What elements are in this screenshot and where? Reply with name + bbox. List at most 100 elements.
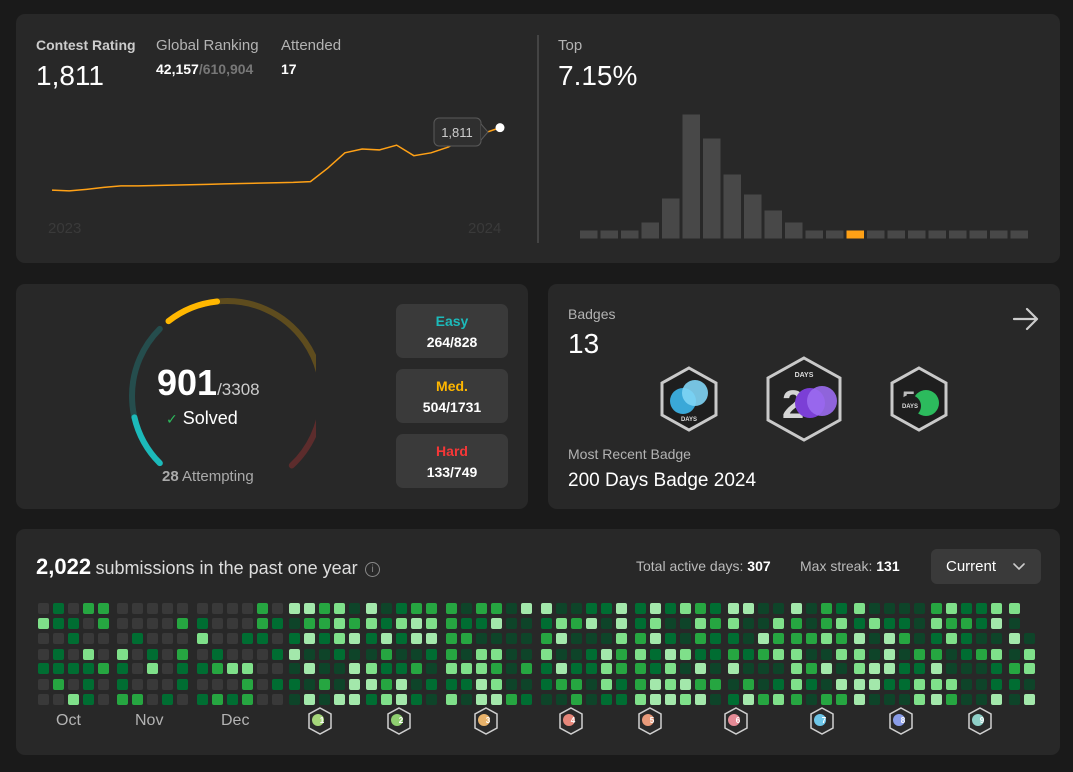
heatmap-day-cell[interactable] bbox=[1024, 679, 1035, 690]
heatmap-day-cell[interactable] bbox=[411, 649, 422, 660]
heatmap-day-cell[interactable] bbox=[132, 679, 143, 690]
heatmap-day-cell[interactable] bbox=[98, 679, 109, 690]
heatmap-day-cell[interactable] bbox=[791, 649, 802, 660]
heatmap-day-cell[interactable] bbox=[53, 618, 64, 629]
heatmap-day-cell[interactable] bbox=[743, 679, 754, 690]
heatmap-day-cell[interactable] bbox=[931, 663, 942, 674]
distribution-bar[interactable] bbox=[641, 222, 660, 239]
heatmap-day-cell[interactable] bbox=[650, 649, 661, 660]
heatmap-day-cell[interactable] bbox=[961, 633, 972, 644]
heatmap-day-cell[interactable] bbox=[650, 663, 661, 674]
heatmap-day-cell[interactable] bbox=[521, 618, 532, 629]
heatmap-day-cell[interactable] bbox=[426, 633, 437, 644]
heatmap-day-cell[interactable] bbox=[586, 618, 597, 629]
heatmap-day-cell[interactable] bbox=[304, 633, 315, 644]
heatmap-day-cell[interactable] bbox=[665, 663, 676, 674]
heatmap-day-cell[interactable] bbox=[836, 694, 847, 705]
heatmap-day-cell[interactable] bbox=[257, 649, 268, 660]
heatmap-day-cell[interactable] bbox=[319, 663, 330, 674]
heatmap-day-cell[interactable] bbox=[396, 663, 407, 674]
heatmap-day-cell[interactable] bbox=[227, 603, 238, 614]
heatmap-day-cell[interactable] bbox=[272, 618, 283, 629]
heatmap-day-cell[interactable] bbox=[162, 633, 173, 644]
heatmap-day-cell[interactable] bbox=[976, 649, 987, 660]
heatmap-day-cell[interactable] bbox=[83, 633, 94, 644]
heatmap-day-cell[interactable] bbox=[349, 649, 360, 660]
distribution-bar[interactable] bbox=[703, 138, 721, 239]
heatmap-day-cell[interactable] bbox=[571, 649, 582, 660]
heatmap-day-cell[interactable] bbox=[586, 603, 597, 614]
heatmap-day-cell[interactable] bbox=[319, 649, 330, 660]
heatmap-day-cell[interactable] bbox=[791, 633, 802, 644]
heatmap-day-cell[interactable] bbox=[821, 603, 832, 614]
heatmap-day-cell[interactable] bbox=[197, 649, 208, 660]
heatmap-day-cell[interactable] bbox=[884, 633, 895, 644]
heatmap-day-cell[interactable] bbox=[381, 649, 392, 660]
heatmap-day-cell[interactable] bbox=[1009, 679, 1020, 690]
heatmap-day-cell[interactable] bbox=[571, 679, 582, 690]
heatmap-day-cell[interactable] bbox=[212, 694, 223, 705]
heatmap-day-cell[interactable] bbox=[869, 633, 880, 644]
medium-stat[interactable]: Med. 504/1731 bbox=[396, 369, 508, 423]
heatmap-day-cell[interactable] bbox=[791, 618, 802, 629]
heatmap-day-cell[interactable] bbox=[899, 649, 910, 660]
monthly-badge-icon[interactable]: 5 bbox=[637, 707, 663, 735]
heatmap-day-cell[interactable] bbox=[476, 618, 487, 629]
heatmap-day-cell[interactable] bbox=[366, 679, 377, 690]
heatmap-day-cell[interactable] bbox=[821, 633, 832, 644]
heatmap-day-cell[interactable] bbox=[491, 633, 502, 644]
heatmap-day-cell[interactable] bbox=[411, 694, 422, 705]
heatmap-day-cell[interactable] bbox=[650, 679, 661, 690]
distribution-bar[interactable] bbox=[764, 210, 783, 239]
heatmap-day-cell[interactable] bbox=[476, 694, 487, 705]
heatmap-day-cell[interactable] bbox=[212, 618, 223, 629]
heatmap-day-cell[interactable] bbox=[1009, 603, 1020, 614]
heatmap-day-cell[interactable] bbox=[319, 633, 330, 644]
heatmap-day-cell[interactable] bbox=[821, 663, 832, 674]
heatmap-day-cell[interactable] bbox=[349, 679, 360, 690]
distribution-bar[interactable] bbox=[580, 230, 598, 239]
heatmap-day-cell[interactable] bbox=[396, 679, 407, 690]
heatmap-day-cell[interactable] bbox=[227, 679, 238, 690]
heatmap-day-cell[interactable] bbox=[836, 649, 847, 660]
heatmap-day-cell[interactable] bbox=[635, 649, 646, 660]
heatmap-day-cell[interactable] bbox=[961, 649, 972, 660]
heatmap-day-cell[interactable] bbox=[68, 633, 79, 644]
heatmap-day-cell[interactable] bbox=[758, 694, 769, 705]
heatmap-day-cell[interactable] bbox=[991, 694, 1002, 705]
heatmap-day-cell[interactable] bbox=[38, 649, 49, 660]
heatmap-day-cell[interactable] bbox=[854, 663, 865, 674]
heatmap-day-cell[interactable] bbox=[349, 603, 360, 614]
heatmap-day-cell[interactable] bbox=[98, 603, 109, 614]
heatmap-day-cell[interactable] bbox=[426, 663, 437, 674]
heatmap-day-cell[interactable] bbox=[242, 679, 253, 690]
heatmap-day-cell[interactable] bbox=[710, 618, 721, 629]
heatmap-day-cell[interactable] bbox=[946, 679, 957, 690]
heatmap-day-cell[interactable] bbox=[381, 663, 392, 674]
heatmap-day-cell[interactable] bbox=[411, 633, 422, 644]
heatmap-day-cell[interactable] bbox=[616, 618, 627, 629]
heatmap-day-cell[interactable] bbox=[197, 694, 208, 705]
heatmap-day-cell[interactable] bbox=[476, 603, 487, 614]
heatmap-day-cell[interactable] bbox=[616, 679, 627, 690]
heatmap-day-cell[interactable] bbox=[556, 663, 567, 674]
heatmap-day-cell[interactable] bbox=[38, 618, 49, 629]
heatmap-day-cell[interactable] bbox=[177, 618, 188, 629]
heatmap-day-cell[interactable] bbox=[304, 694, 315, 705]
heatmap-day-cell[interactable] bbox=[147, 694, 158, 705]
heatmap-day-cell[interactable] bbox=[147, 618, 158, 629]
heatmap-day-cell[interactable] bbox=[212, 679, 223, 690]
heatmap-day-cell[interactable] bbox=[1009, 694, 1020, 705]
heatmap-day-cell[interactable] bbox=[381, 694, 392, 705]
heatmap-day-cell[interactable] bbox=[289, 694, 300, 705]
heatmap-day-cell[interactable] bbox=[869, 618, 880, 629]
heatmap-day-cell[interactable] bbox=[976, 618, 987, 629]
heatmap-day-cell[interactable] bbox=[806, 649, 817, 660]
heatmap-day-cell[interactable] bbox=[773, 603, 784, 614]
heatmap-day-cell[interactable] bbox=[381, 618, 392, 629]
heatmap-day-cell[interactable] bbox=[665, 633, 676, 644]
heatmap-day-cell[interactable] bbox=[821, 649, 832, 660]
heatmap-day-cell[interactable] bbox=[289, 633, 300, 644]
heatmap-day-cell[interactable] bbox=[491, 679, 502, 690]
heatmap-day-cell[interactable] bbox=[396, 603, 407, 614]
